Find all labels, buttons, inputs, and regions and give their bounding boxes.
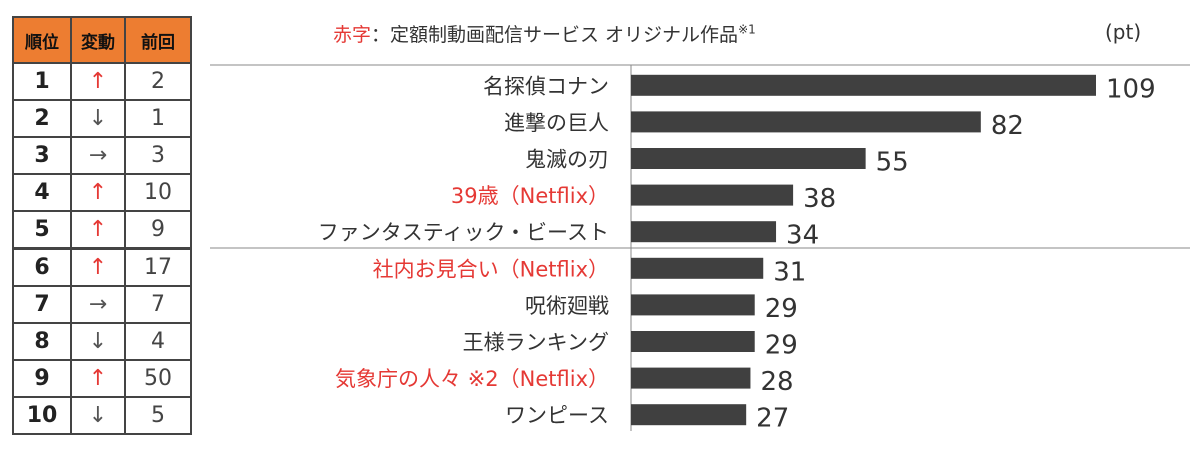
category-label: ファンタスティック・ビースト bbox=[318, 221, 609, 245]
category-label: 名探偵コナン bbox=[483, 74, 609, 98]
bar bbox=[631, 148, 866, 169]
rank-cell: 10 bbox=[12, 396, 72, 435]
bar bbox=[631, 184, 794, 206]
bar bbox=[631, 221, 777, 243]
table-row: 1 ↑ 2 bbox=[12, 62, 192, 101]
category-label: 王様ランキング bbox=[463, 331, 609, 355]
table-row: 3 → 3 bbox=[12, 136, 192, 175]
category-label: 呪術廻戦 bbox=[525, 294, 609, 318]
change-cell: → bbox=[70, 136, 126, 175]
category-label: 39歳（Netflix） bbox=[451, 184, 609, 208]
value-label: 109 bbox=[1106, 74, 1156, 104]
rank-cell: 3 bbox=[12, 136, 72, 175]
legend-footnote: ※1 bbox=[738, 22, 756, 37]
value-label: 34 bbox=[786, 221, 819, 251]
change-cell: ↑ bbox=[70, 210, 126, 250]
value-label: 27 bbox=[756, 404, 789, 434]
category-label: ワンピース bbox=[505, 404, 609, 428]
value-label: 28 bbox=[760, 367, 793, 397]
header-previous: 前回 bbox=[124, 16, 192, 64]
previous-cell: 7 bbox=[124, 285, 192, 324]
value-label: 82 bbox=[991, 111, 1024, 141]
legend-text: ：定額制動画配信サービス オリジナル作品 bbox=[371, 24, 739, 46]
table-row: 10 ↓ 5 bbox=[12, 396, 192, 435]
previous-cell: 2 bbox=[124, 62, 192, 101]
previous-cell: 4 bbox=[124, 322, 192, 361]
rank-cell: 2 bbox=[12, 99, 72, 138]
bar bbox=[631, 74, 1096, 96]
header-rank: 順位 bbox=[12, 16, 72, 64]
rank-cell: 8 bbox=[12, 322, 72, 361]
rank-cell: 4 bbox=[12, 173, 72, 212]
table-row: 5 ↑ 9 bbox=[12, 210, 192, 250]
change-cell: ↑ bbox=[70, 247, 126, 287]
table-row: 9 ↑ 50 bbox=[12, 359, 192, 398]
value-label: 29 bbox=[765, 331, 798, 361]
bar bbox=[631, 257, 764, 279]
table-row: 2 ↓ 1 bbox=[12, 99, 192, 138]
change-cell: ↑ bbox=[70, 359, 126, 398]
bar bbox=[631, 367, 751, 389]
unit-label: (pt) bbox=[1105, 20, 1142, 44]
header-change: 変動 bbox=[70, 16, 126, 64]
change-cell: ↑ bbox=[70, 173, 126, 212]
rank-cell: 9 bbox=[12, 359, 72, 398]
value-label: 31 bbox=[773, 257, 806, 287]
ranking-table-body: 1 ↑ 2 2 ↓ 1 3 → 3 4 ↑ 10 5 ↑ 9 6 ↑ 17 7 → 7 8 ↓ 4 9 ↑ 50 10 ↓ 5 bbox=[12, 62, 192, 435]
legend-note: 赤字：定額制動画配信サービス オリジナル作品※1 bbox=[333, 20, 756, 47]
category-label: 気象庁の人々 ※2（Netflix） bbox=[335, 367, 609, 391]
table-row: 6 ↑ 17 bbox=[12, 247, 192, 287]
change-cell: → bbox=[70, 285, 126, 324]
rank-cell: 6 bbox=[12, 247, 72, 287]
rank-cell: 7 bbox=[12, 285, 72, 324]
previous-cell: 10 bbox=[124, 173, 192, 212]
legend-red-word: 赤字 bbox=[333, 24, 372, 46]
change-cell: ↑ bbox=[70, 62, 126, 101]
previous-cell: 9 bbox=[124, 210, 192, 250]
rank-cell: 5 bbox=[12, 210, 72, 250]
previous-cell: 1 bbox=[124, 99, 192, 138]
bar bbox=[631, 331, 755, 352]
ranking-table: 順位 変動 前回 1 ↑ 2 2 ↓ 1 3 → 3 4 ↑ 10 5 ↑ 9 6 ↑ 17 7 → 7 8 ↓ 4 9 ↑ 50 1… bbox=[12, 16, 192, 435]
bar bbox=[631, 294, 755, 316]
previous-cell: 50 bbox=[124, 359, 192, 398]
table-row: 8 ↓ 4 bbox=[12, 322, 192, 361]
value-label: 29 bbox=[765, 294, 798, 324]
previous-cell: 5 bbox=[124, 396, 192, 435]
value-label: 55 bbox=[876, 148, 909, 178]
category-label: 社内お見合い（Netflix） bbox=[373, 257, 609, 281]
table-header-row: 順位 変動 前回 bbox=[12, 16, 192, 64]
table-row: 7 → 7 bbox=[12, 285, 192, 324]
category-label: 鬼滅の刃 bbox=[525, 148, 609, 172]
rank-cell: 1 bbox=[12, 62, 72, 101]
change-cell: ↓ bbox=[70, 99, 126, 138]
table-row: 4 ↑ 10 bbox=[12, 173, 192, 212]
category-label: 進撃の巨人 bbox=[504, 111, 609, 135]
change-cell: ↓ bbox=[70, 322, 126, 361]
previous-cell: 3 bbox=[124, 136, 192, 175]
bar bbox=[631, 404, 747, 426]
bar bbox=[631, 111, 981, 133]
previous-cell: 17 bbox=[124, 247, 192, 287]
value-label: 38 bbox=[803, 184, 836, 214]
change-cell: ↓ bbox=[70, 396, 126, 435]
